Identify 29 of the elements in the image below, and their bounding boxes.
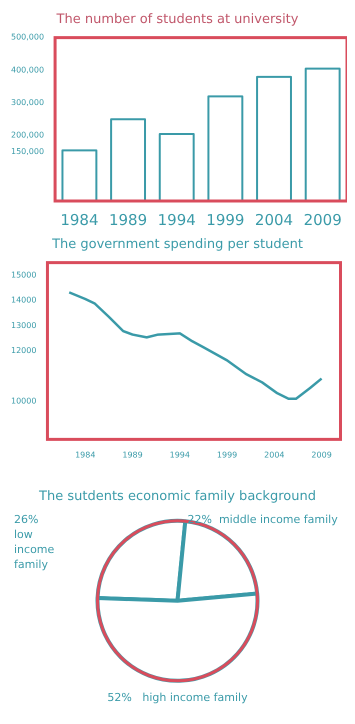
slice-label: 22% middle income family: [188, 512, 338, 526]
chart-title: The sutdents economic family background: [38, 489, 316, 504]
x-tick-label: 2004: [254, 210, 294, 229]
slice-label: 52% high income family: [107, 690, 248, 704]
y-tick-label: 200,000: [10, 130, 44, 140]
x-tick-label: 1989: [108, 210, 148, 229]
y-tick-label: 150,000: [10, 147, 44, 156]
x-tick-label: 2009: [304, 210, 342, 229]
x-tick-label: 1989: [122, 450, 143, 460]
data-label: 26%: [14, 512, 38, 526]
slice-label: low income family: [14, 528, 55, 571]
y-tick-label: 14000: [10, 296, 36, 305]
x-tick-label: 1994: [170, 450, 190, 460]
y-tick-label: 300,000: [10, 98, 44, 108]
x-tick-label: 1984: [75, 450, 96, 460]
x-tick-label: 2009: [311, 450, 332, 460]
x-tick-label: 1984: [60, 210, 98, 229]
chart-title: The government spending per student: [51, 237, 303, 252]
chart-title: The number of students at university: [56, 12, 299, 28]
y-tick-label: 13000: [10, 320, 36, 330]
y-tick-label: 12000: [10, 346, 36, 356]
y-tick-label: 500,000: [10, 32, 44, 42]
x-tick-label: 1999: [216, 450, 238, 460]
y-tick-label: 400,000: [10, 65, 44, 74]
y-tick-label: 10000: [10, 396, 36, 406]
x-tick-label: 1999: [206, 210, 244, 229]
x-tick-label: 1994: [158, 210, 196, 229]
y-tick-label: 15000: [10, 270, 36, 280]
x-tick-label: 2004: [264, 450, 285, 460]
